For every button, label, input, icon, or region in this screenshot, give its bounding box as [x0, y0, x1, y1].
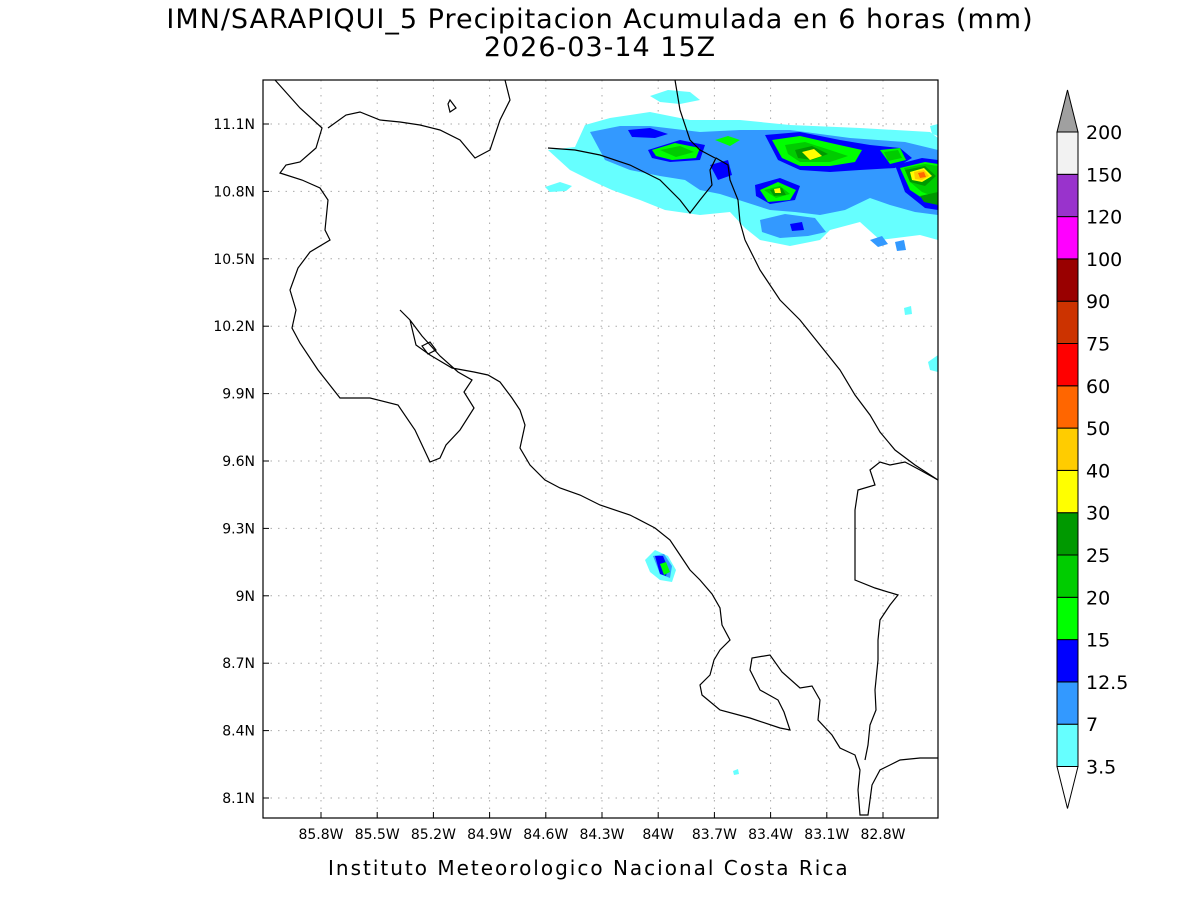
precip-area-30mm	[802, 149, 822, 160]
precip-area-3-5mm	[930, 124, 938, 136]
colorbar-label: 60	[1086, 376, 1110, 398]
precip-area-50mm	[918, 172, 926, 178]
colorbar-label: 7	[1086, 714, 1098, 736]
colorbar-swatch	[1056, 723, 1079, 768]
colorbar-swatch	[1056, 343, 1079, 387]
longitude-tick-label: 85.5W	[355, 827, 400, 843]
longitude-tick-label: 83.7W	[692, 827, 737, 843]
longitude-tick-label: 83.4W	[748, 827, 793, 843]
costa-rica-nicaragua-border	[327, 79, 511, 159]
latitude-tick-label: 11.1N	[213, 117, 255, 133]
precip-area-3-5mm	[650, 90, 700, 104]
latitude-tick-label: 8.4N	[222, 724, 255, 740]
precip-area-15mm	[715, 136, 740, 146]
colorbar-swatch	[1056, 385, 1079, 429]
colorbar-swatch	[1056, 427, 1079, 471]
precip-area-3-5mm	[545, 182, 572, 192]
precip-area-30mm	[774, 188, 781, 193]
colorbar-swatch	[1056, 681, 1079, 725]
colorbar-label: 3.5	[1086, 757, 1116, 779]
precip-area-7mm	[895, 240, 906, 251]
colorbar-high-end-triangle	[1056, 89, 1079, 133]
map-datetime: 2026-03-14 15Z	[483, 32, 717, 63]
colorbar-label: 120	[1086, 207, 1122, 229]
precip-area-3-5mm	[928, 355, 938, 372]
colorbar-swatch	[1056, 554, 1079, 598]
colorbar-label: 200	[1086, 122, 1122, 144]
san-juan-river-border	[547, 147, 746, 241]
colorbar-label: 100	[1086, 249, 1122, 271]
latitude-tick-label: 9N	[236, 589, 255, 605]
colorbar-swatch	[1056, 512, 1079, 556]
footer-credit: Instituto Meteorologico Nacional Costa R…	[328, 856, 850, 880]
longitude-tick-label: 83.1W	[804, 827, 849, 843]
precip-area-3-5mm	[904, 306, 912, 315]
colorbar-label: 30	[1086, 503, 1110, 525]
precipitation-field	[545, 90, 938, 775]
longitude-tick-label: 84.3W	[579, 827, 624, 843]
caribbean-coastline	[674, 79, 939, 481]
colorbar-label: 40	[1086, 460, 1110, 482]
latitude-tick-label: 8.7N	[222, 656, 255, 672]
colorbar-label: 90	[1086, 291, 1110, 313]
colorbar-label: 75	[1086, 334, 1110, 356]
colorbar-label: 25	[1086, 545, 1110, 567]
precip-area-7mm	[870, 236, 888, 247]
colorbar-swatch	[1056, 216, 1079, 260]
island-outline	[421, 341, 437, 355]
colorbar-swatch	[1056, 639, 1079, 683]
precip-area-12-5mm	[628, 128, 668, 138]
longitude-tick-label: 84.6W	[523, 827, 568, 843]
colorbar-swatch	[1056, 131, 1079, 175]
longitude-tick-label: 85.2W	[411, 827, 456, 843]
precip-area-20mm	[660, 146, 694, 157]
precip-area-20mm	[884, 150, 902, 161]
colorbar-label: 150	[1086, 164, 1122, 186]
lake-outline	[447, 98, 457, 113]
latitude-tick-label: 8.1N	[222, 791, 255, 807]
longitude-tick-label: 84.9W	[467, 827, 512, 843]
latitude-tick-label: 9.6N	[222, 454, 255, 470]
colorbar-swatch	[1056, 300, 1079, 345]
colorbar-swatch	[1056, 596, 1079, 641]
colorbar-label: 20	[1086, 587, 1110, 609]
longitude-labels: 85.8W 85.5W 85.2W 84.9W 84.6W 84.3W 84W 83.7W 83…	[298, 827, 905, 843]
map-title: IMN/SARAPIQUI_5 Precipitacion Acumulada …	[166, 4, 1034, 35]
precip-area-3-5mm	[733, 769, 739, 775]
colorbar-swatch	[1056, 469, 1079, 514]
latitude-tick-label: 10.2N	[213, 319, 255, 335]
longitude-tick-label: 84W	[642, 827, 674, 843]
latitude-tick-label: 10.8N	[213, 184, 255, 200]
colorbar-low-end-triangle	[1056, 766, 1079, 809]
longitude-tick-label: 85.8W	[298, 827, 343, 843]
latitude-tick-label: 10.5N	[213, 252, 255, 268]
map-frame	[262, 79, 939, 819]
graticule	[263, 80, 938, 818]
latitude-labels: 11.1N 10.8N 10.5N 10.2N 9.9N 9.6N 9.3N 9N 8.7N 8.…	[213, 117, 255, 807]
latitude-tick-label: 9.3N	[222, 521, 255, 537]
precip-area-15mm	[660, 562, 670, 575]
colorbar-label: 12.5	[1086, 672, 1128, 694]
nicaragua-coastline	[274, 79, 938, 816]
latitude-tick-label: 9.9N	[222, 387, 255, 403]
panama-border	[854, 461, 939, 761]
longitude-tick-label: 82.8W	[860, 827, 905, 843]
precip-area-12-5mm	[790, 222, 804, 231]
precip-area-12-5mm	[710, 160, 732, 180]
colorbar-label: 15	[1086, 630, 1110, 652]
coastlines-and-borders	[274, 79, 939, 816]
colorbar-swatch	[1056, 173, 1079, 218]
colorbar-swatch	[1056, 258, 1079, 302]
precip-area-25mm	[920, 192, 938, 205]
colorbar-label: 50	[1086, 418, 1110, 440]
